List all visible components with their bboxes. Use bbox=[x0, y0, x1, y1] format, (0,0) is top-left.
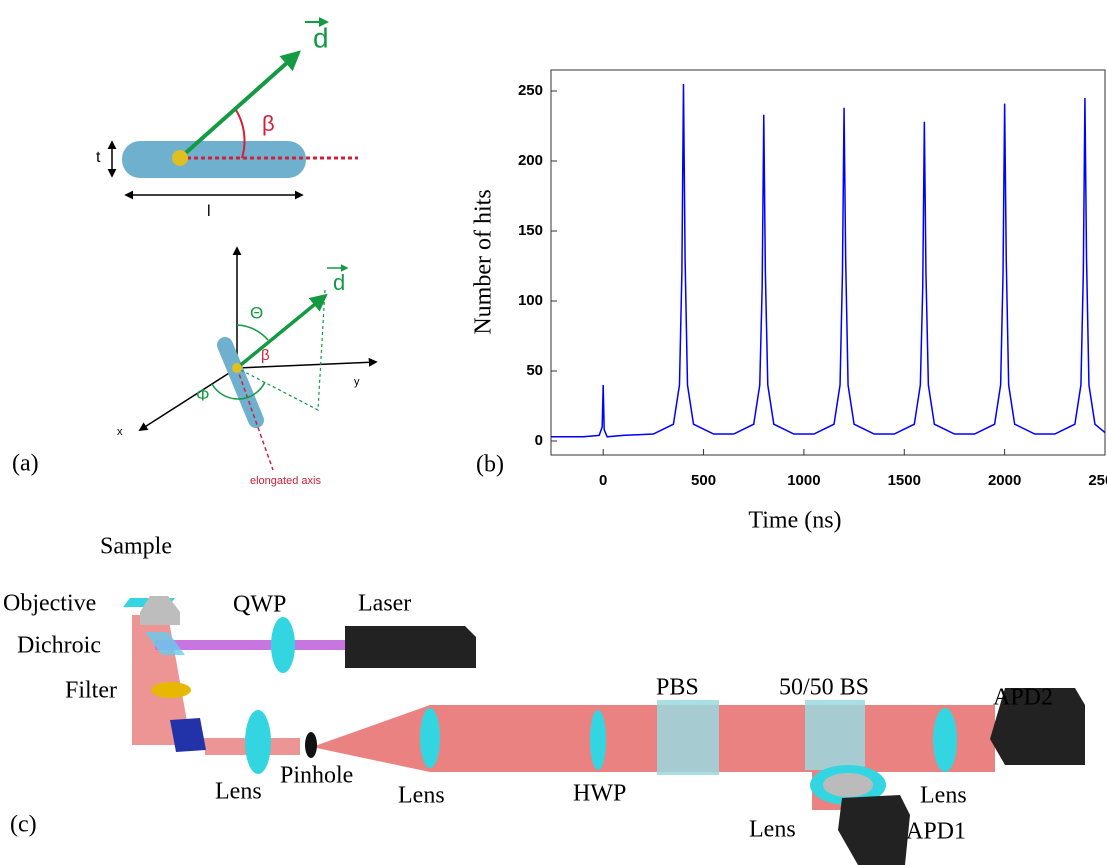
rod bbox=[122, 141, 306, 178]
angle-arc bbox=[235, 109, 246, 159]
label: APD1 bbox=[906, 819, 966, 845]
angle-label: β bbox=[262, 111, 275, 136]
lens-inner bbox=[823, 773, 873, 797]
label: HWP bbox=[573, 781, 626, 807]
panel-label: (b) bbox=[476, 452, 504, 478]
x-tick-label: 2000 bbox=[988, 472, 1021, 489]
laser bbox=[345, 626, 476, 668]
x-label: x bbox=[117, 426, 123, 438]
laser-beam bbox=[155, 640, 345, 650]
y-label: y bbox=[354, 376, 360, 388]
x-axis bbox=[138, 367, 238, 431]
x-axis-title: Time (ns) bbox=[748, 508, 841, 534]
beta-label: β bbox=[261, 347, 270, 364]
label: Sample bbox=[100, 534, 172, 560]
x-tick-label: 0 bbox=[599, 472, 607, 489]
lens bbox=[933, 708, 957, 772]
dipole-arrow bbox=[178, 50, 301, 160]
panel-c: Sample Objective QWP Laser Dichroic Filt… bbox=[3, 534, 1085, 865]
label: Filter bbox=[65, 678, 117, 704]
apd1 bbox=[838, 795, 910, 865]
y-tick-label: 250 bbox=[518, 82, 543, 99]
phi-label: Φ bbox=[196, 385, 210, 404]
y-tick-label: 50 bbox=[526, 362, 543, 379]
rod-3d bbox=[217, 337, 264, 428]
lens bbox=[420, 708, 440, 768]
x-tick-label: 1000 bbox=[787, 472, 820, 489]
label: QWP bbox=[233, 592, 286, 618]
vector-label-3d: d bbox=[333, 270, 345, 295]
x-tick-label: 500 bbox=[691, 472, 716, 489]
panel-b: (b) Time (ns) Number of hits 0 50 100 150 20… bbox=[471, 69, 1107, 534]
hwp bbox=[590, 710, 606, 770]
thickness-label: t bbox=[96, 149, 101, 166]
elongated-axis-label: elongated axis bbox=[250, 475, 321, 487]
dipole bbox=[172, 150, 188, 166]
pbs bbox=[657, 700, 719, 775]
panel-label: (a) bbox=[12, 451, 39, 477]
beam-splitter bbox=[805, 700, 865, 770]
y-axis-title: Number of hits bbox=[471, 189, 497, 334]
y-axis bbox=[236, 357, 378, 369]
y-tick-label: 200 bbox=[518, 152, 543, 169]
length-label: l bbox=[207, 203, 211, 220]
panel-label: (c) bbox=[10, 812, 37, 838]
label: Lens bbox=[215, 779, 262, 805]
label: PBS bbox=[656, 675, 699, 701]
label: Pinhole bbox=[280, 763, 353, 789]
projection bbox=[236, 289, 326, 411]
pinhole bbox=[305, 732, 317, 758]
lens bbox=[245, 710, 271, 774]
dipole-arrow-3d bbox=[235, 293, 328, 370]
dipole-3d bbox=[232, 363, 242, 373]
objective bbox=[140, 596, 180, 625]
label: Lens bbox=[920, 783, 967, 809]
phi-arc bbox=[211, 381, 266, 400]
y-tick-label: 0 bbox=[535, 432, 543, 449]
label: Lens bbox=[398, 783, 445, 809]
theta-arc bbox=[236, 324, 269, 341]
emission-beam bbox=[312, 705, 995, 772]
label: Laser bbox=[358, 591, 411, 617]
dichroic bbox=[145, 632, 185, 655]
vector-label: d bbox=[313, 22, 329, 53]
line bbox=[551, 83, 1106, 438]
apd2 bbox=[990, 688, 1085, 765]
qwp bbox=[271, 617, 295, 673]
label: Lens bbox=[749, 817, 796, 843]
label: Dichroic bbox=[17, 633, 101, 659]
mirror bbox=[170, 718, 206, 752]
label: 50/50 BS bbox=[779, 675, 869, 701]
theta-label: Θ bbox=[250, 303, 263, 322]
label: Objective bbox=[3, 591, 96, 617]
x-tick-label: 1500 bbox=[888, 472, 921, 489]
label: APD2 bbox=[993, 685, 1053, 711]
panel-a: d β t l d Θ β Φ y x elongated axis (a) bbox=[12, 17, 378, 487]
y-tick-label: 100 bbox=[518, 292, 543, 309]
y-tick-label: 150 bbox=[518, 222, 543, 239]
plot-frame bbox=[550, 69, 1106, 456]
filter bbox=[151, 682, 191, 698]
